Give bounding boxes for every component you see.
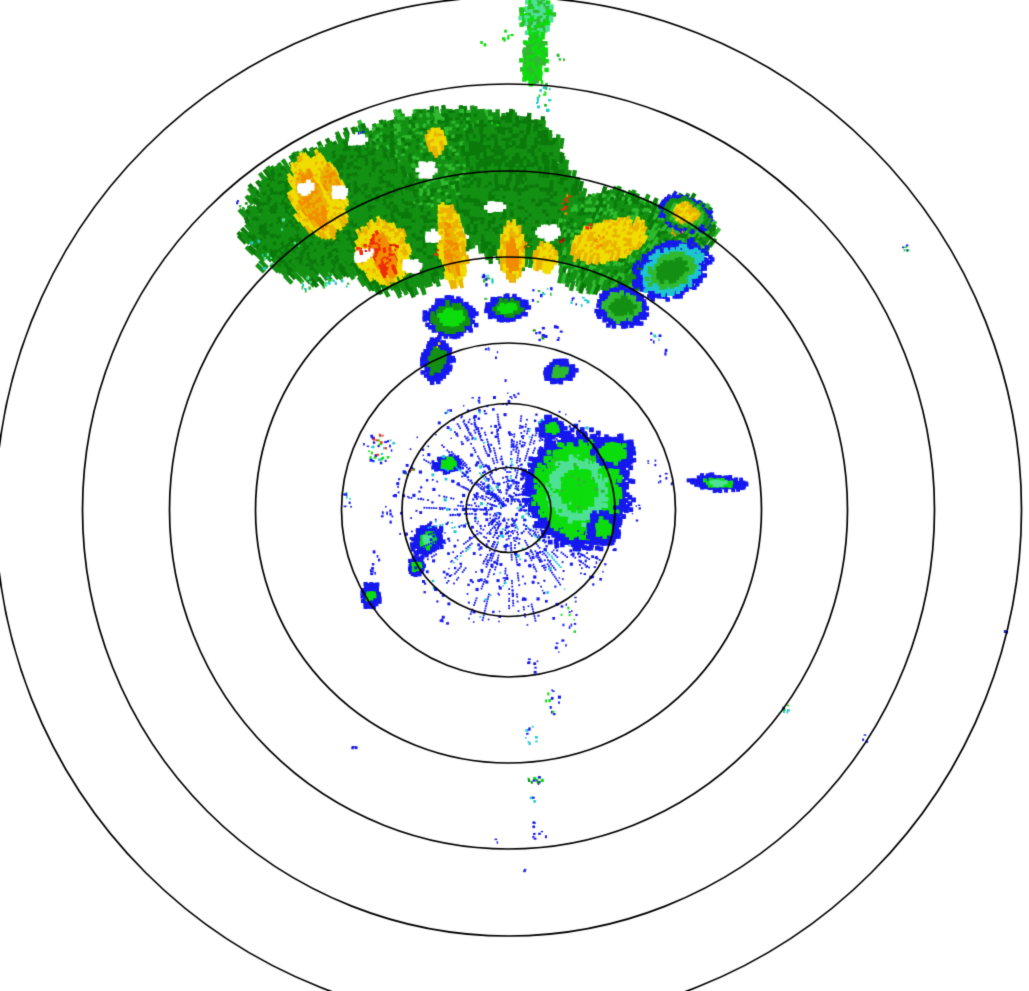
radar-ppi-canvas bbox=[0, 0, 1029, 991]
radar-viewport bbox=[0, 0, 1029, 991]
